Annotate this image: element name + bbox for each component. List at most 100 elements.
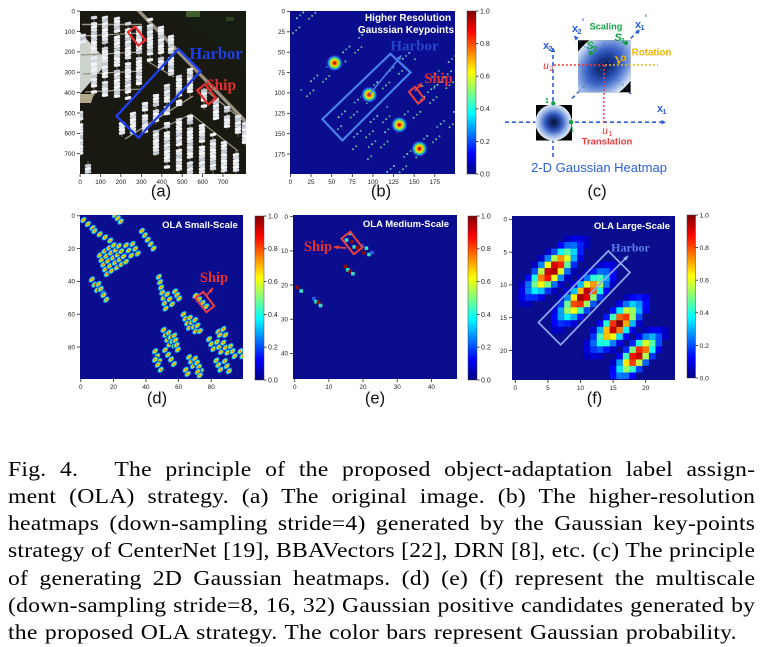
svg-text:': ': [645, 13, 647, 23]
svg-text:600: 600: [64, 131, 75, 138]
svg-text:0.2: 0.2: [268, 345, 278, 352]
svg-text:x: x: [635, 19, 642, 31]
svg-text:Scaling: Scaling: [590, 22, 623, 32]
svg-text:80: 80: [208, 384, 216, 391]
svg-text:OLA Small-Scale: OLA Small-Scale: [162, 220, 238, 231]
svg-text:2-D Gaussian Heatmap: 2-D Gaussian Heatmap: [531, 160, 667, 175]
svg-text:0: 0: [71, 213, 75, 220]
svg-text:5: 5: [503, 249, 507, 256]
svg-text:125: 125: [388, 179, 399, 186]
svg-text:25: 25: [278, 29, 286, 36]
svg-text:100: 100: [95, 179, 106, 186]
svg-text:1.0: 1.0: [700, 212, 710, 219]
svg-text:200: 200: [64, 49, 75, 56]
svg-text:0.8: 0.8: [481, 246, 491, 253]
svg-text:80: 80: [68, 344, 76, 351]
svg-text:25: 25: [307, 179, 315, 186]
svg-text:20: 20: [500, 348, 508, 355]
svg-text:α: α: [620, 53, 627, 64]
svg-text:1: 1: [662, 107, 666, 116]
svg-text:OLA Medium-Scale: OLA Medium-Scale: [363, 219, 449, 230]
svg-text:0: 0: [289, 179, 293, 186]
svg-text:S: S: [614, 32, 622, 44]
svg-text:(e): (e): [365, 390, 385, 408]
svg-text:0: 0: [79, 384, 83, 391]
svg-text:20: 20: [281, 282, 289, 289]
svg-text:(d): (d): [147, 390, 167, 408]
svg-text:20: 20: [359, 384, 367, 391]
svg-text:40: 40: [142, 384, 150, 391]
svg-text:0: 0: [281, 9, 285, 16]
svg-text:1: 1: [621, 36, 625, 45]
svg-text:(b): (b): [371, 183, 391, 201]
svg-text:Gaussian Keypoints: Gaussian Keypoints: [358, 25, 455, 36]
svg-text:Ship: Ship: [304, 239, 332, 255]
svg-text:700: 700: [64, 151, 75, 158]
svg-text:40: 40: [281, 351, 289, 358]
svg-text:1: 1: [640, 23, 644, 32]
svg-text:Ship: Ship: [206, 77, 236, 94]
svg-text:10: 10: [281, 248, 289, 255]
svg-text:0.2: 0.2: [481, 345, 491, 352]
svg-text:Harbor: Harbor: [611, 241, 650, 255]
svg-text:Harbor: Harbor: [189, 44, 242, 63]
svg-text:0.6: 0.6: [480, 74, 490, 81]
svg-text:40: 40: [68, 279, 76, 286]
svg-text:10: 10: [577, 385, 585, 392]
svg-text:2: 2: [549, 64, 553, 73]
svg-text:0.8: 0.8: [268, 246, 278, 253]
svg-text:OLA Large-Scale: OLA Large-Scale: [594, 221, 670, 232]
svg-text:x: x: [657, 103, 664, 115]
svg-text:0: 0: [514, 385, 518, 392]
svg-text:100: 100: [274, 90, 285, 97]
svg-text:Rotation: Rotation: [632, 48, 672, 59]
svg-text:0.0: 0.0: [480, 171, 490, 178]
svg-text:20: 20: [642, 385, 650, 392]
svg-text:': ': [582, 17, 584, 27]
svg-text:(a): (a): [151, 183, 171, 201]
svg-text:0: 0: [293, 384, 297, 391]
svg-text:x: x: [572, 23, 579, 35]
svg-text:(f): (f): [587, 390, 603, 408]
svg-text:40: 40: [428, 384, 436, 391]
svg-text:0: 0: [71, 8, 75, 15]
svg-text:Translation: Translation: [582, 137, 633, 148]
svg-text:100: 100: [64, 29, 75, 36]
svg-text:400: 400: [64, 90, 75, 97]
svg-text:10: 10: [325, 384, 333, 391]
svg-text:20: 20: [110, 384, 118, 391]
svg-text:0.8: 0.8: [480, 41, 490, 48]
svg-text:150: 150: [409, 179, 420, 186]
svg-text:1: 1: [545, 98, 549, 105]
svg-text:1.0: 1.0: [481, 213, 491, 220]
svg-text:0: 0: [284, 214, 288, 221]
svg-text:60: 60: [68, 312, 76, 319]
svg-text:2: 2: [593, 44, 597, 53]
svg-text:30: 30: [394, 384, 402, 391]
svg-text:300: 300: [136, 179, 147, 186]
svg-text:100: 100: [368, 179, 379, 186]
svg-text:0.0: 0.0: [700, 375, 710, 382]
svg-text:0.4: 0.4: [700, 310, 710, 317]
svg-text:50: 50: [278, 50, 286, 57]
svg-text:Higher Resolution: Higher Resolution: [365, 13, 451, 24]
svg-text:150: 150: [274, 131, 285, 138]
svg-text:700: 700: [218, 179, 229, 186]
svg-text:60: 60: [175, 384, 183, 391]
svg-text:x: x: [543, 40, 550, 52]
svg-text:Harbor: Harbor: [390, 39, 439, 55]
svg-text:Ship: Ship: [200, 270, 228, 286]
svg-text:10: 10: [500, 282, 508, 289]
svg-text:125: 125: [274, 111, 285, 118]
svg-text:2: 2: [577, 27, 581, 36]
svg-text:u: u: [543, 58, 549, 72]
svg-text:0.6: 0.6: [700, 278, 710, 285]
svg-text:15: 15: [500, 315, 508, 322]
svg-text:0.2: 0.2: [700, 343, 710, 350]
svg-text:0.0: 0.0: [268, 377, 278, 384]
svg-text:400: 400: [157, 179, 168, 186]
svg-text:0.4: 0.4: [481, 312, 491, 319]
svg-text:0.4: 0.4: [480, 106, 490, 113]
svg-text:1.0: 1.0: [480, 8, 490, 15]
svg-text:75: 75: [349, 179, 357, 186]
